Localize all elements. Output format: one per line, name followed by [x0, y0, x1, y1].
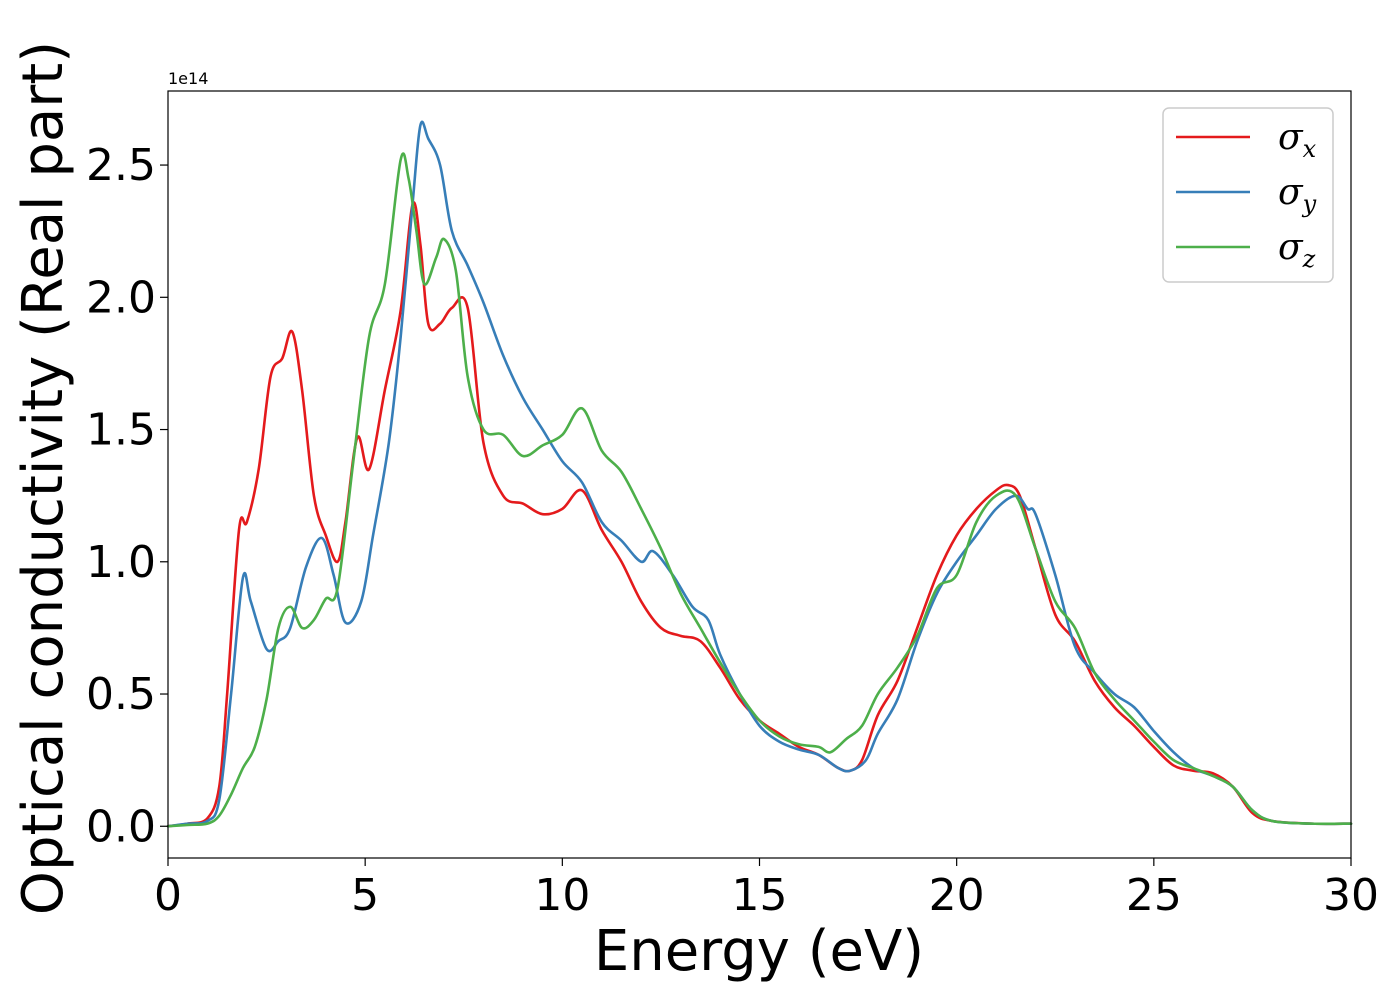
x-tick-label: 30 — [1323, 870, 1379, 921]
x-tick-label: 0 — [154, 870, 182, 921]
y-tick-label: 0.5 — [86, 669, 156, 720]
x-tick-label: 25 — [1126, 870, 1182, 921]
y-tick-label: 2.5 — [86, 140, 156, 191]
x-axis-label: Energy (eV) — [594, 919, 924, 984]
y-axis-ticks: 0.0 0.5 1.0 1.5 2.0 2.5 — [86, 140, 168, 852]
series-line-z — [166, 152, 1353, 828]
x-tick-label: 10 — [534, 870, 590, 921]
y-offset-label: 1e14 — [168, 69, 208, 88]
legend-box — [1162, 107, 1334, 283]
y-tick-label: 0.0 — [86, 801, 156, 852]
series-line-y — [166, 120, 1353, 828]
y-tick-label: 2.0 — [86, 272, 156, 323]
y-tick-label: 1.0 — [86, 537, 156, 588]
series-layer — [166, 120, 1353, 828]
series-line-x — [166, 201, 1353, 828]
x-tick-label: 5 — [351, 870, 379, 921]
x-tick-label: 20 — [929, 870, 985, 921]
x-tick-label: 15 — [732, 870, 788, 921]
x-axis-ticks: 0 5 10 15 20 25 30 — [154, 858, 1379, 921]
y-axis-label: Optical conductivity (Real part) — [11, 41, 76, 915]
y-tick-label: 1.5 — [86, 405, 156, 456]
